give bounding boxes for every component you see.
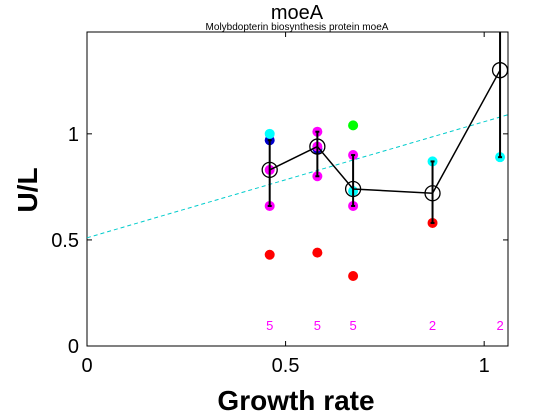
chart-subtitle: Molybdopterin biosynthesis protein moeA (206, 22, 389, 33)
data-point (264, 249, 275, 260)
data-point (348, 270, 359, 281)
mean-marker (491, 62, 509, 79)
x-tick-label: 1 (479, 355, 490, 377)
x-tick-label: 0 (81, 355, 92, 377)
mean-marker (344, 180, 362, 198)
mean-marker (309, 138, 326, 155)
y-tick-label: 0 (68, 336, 79, 358)
count-label: 5 (349, 318, 356, 333)
count-label: 5 (266, 318, 273, 333)
y-tick-label: 0.5 (51, 230, 79, 252)
chart-title: moeA (271, 2, 324, 24)
data-point (264, 128, 275, 139)
y-axis-label: U/L (12, 167, 43, 212)
count-label: 2 (429, 318, 436, 333)
plot-area: 0 0.5 1 0 0.5 1 5 5 5 2 2 (51, 31, 509, 377)
fit-line (86, 114, 509, 239)
mean-marker (424, 185, 441, 202)
y-tick-label: 1 (68, 124, 79, 146)
axes-frame (86, 31, 509, 347)
count-label: 2 (496, 318, 503, 333)
data-point (348, 120, 359, 131)
data-point (312, 247, 323, 258)
mean-marker (261, 161, 278, 179)
mean-line (269, 69, 501, 195)
x-axis-label: Growth rate (217, 385, 374, 416)
count-label: 5 (314, 318, 321, 333)
x-tick-label: 0.5 (272, 355, 300, 377)
